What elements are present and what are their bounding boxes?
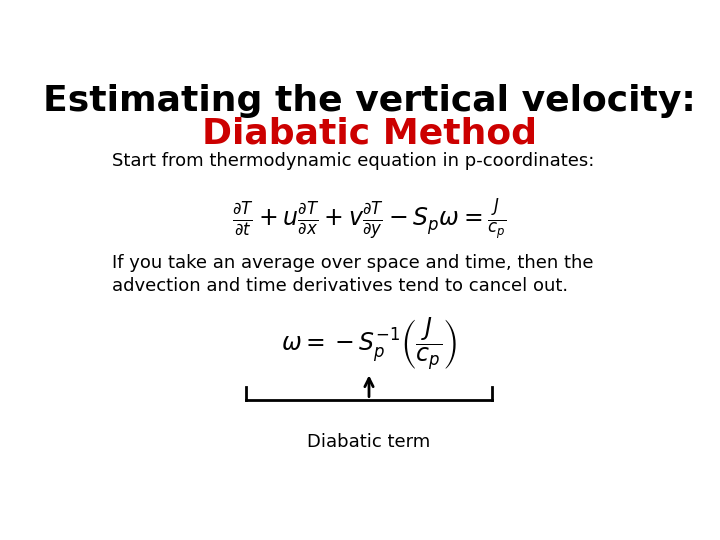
Text: $\frac{\partial T}{\partial t} + u\frac{\partial T}{\partial x} + v\frac{\partia: $\frac{\partial T}{\partial t} + u\frac{…	[232, 198, 506, 242]
Text: Estimating the vertical velocity:: Estimating the vertical velocity:	[42, 84, 696, 118]
Text: Diabatic term: Diabatic term	[307, 433, 431, 451]
Text: advection and time derivatives tend to cancel out.: advection and time derivatives tend to c…	[112, 277, 569, 295]
Text: $\omega = -S_p^{-1}\left(\dfrac{J}{c_p}\right)$: $\omega = -S_p^{-1}\left(\dfrac{J}{c_p}\…	[281, 316, 457, 374]
Text: Diabatic Method: Diabatic Method	[202, 117, 536, 151]
Text: Start from thermodynamic equation in p-coordinates:: Start from thermodynamic equation in p-c…	[112, 152, 595, 170]
Text: If you take an average over space and time, then the: If you take an average over space and ti…	[112, 254, 594, 272]
